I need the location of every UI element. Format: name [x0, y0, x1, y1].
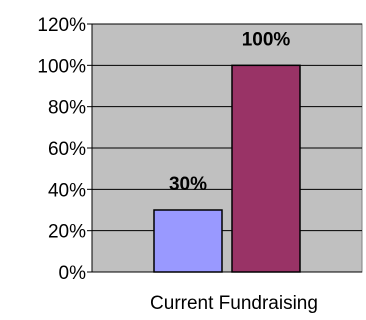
y-tick-label: 100% [37, 56, 86, 77]
bars [153, 64, 301, 273]
y-tick-label: 80% [48, 98, 86, 119]
bar-series-1 [153, 209, 223, 273]
y-tick-label: 20% [48, 222, 86, 243]
y-tick-label: 60% [48, 139, 86, 160]
y-tick-label: 120% [37, 15, 86, 36]
data-labels: 30% 100% [169, 29, 290, 195]
bar-series-2 [231, 64, 301, 273]
y-tick-label: 0% [59, 263, 87, 284]
y-tick-label: 40% [48, 180, 86, 201]
y-axis: 0% 20% 40% 60% 80% 100% 120% [37, 15, 362, 284]
bar-value-label-2: 100% [242, 29, 291, 50]
gridlines [92, 23, 362, 232]
x-category-label: Current Fundraising [150, 293, 318, 314]
bar-value-label-1: 30% [169, 174, 207, 195]
